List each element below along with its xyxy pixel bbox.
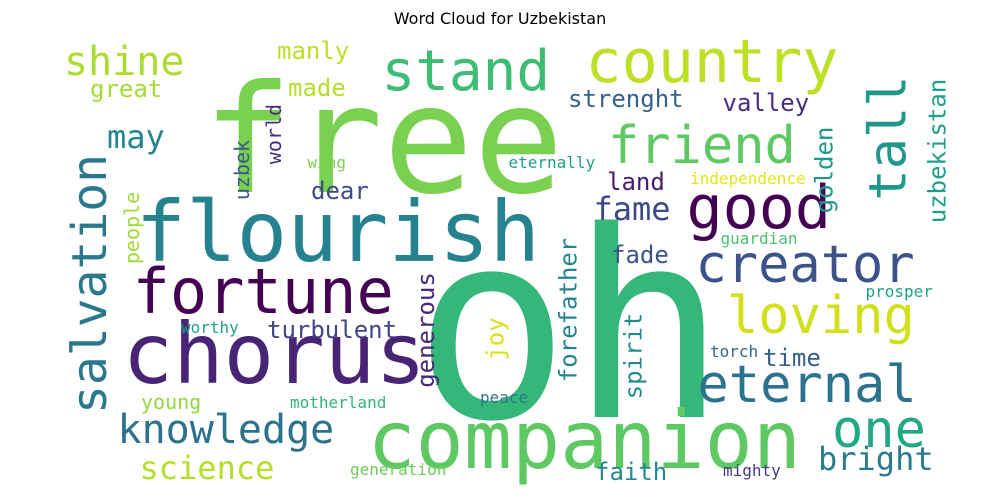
word-made: made xyxy=(288,74,346,102)
word-forefather: forefather xyxy=(553,237,582,383)
word-stand: stand xyxy=(381,39,551,104)
word-faith: faith xyxy=(595,458,668,486)
word-manly: manly xyxy=(277,37,350,65)
word-time: time xyxy=(763,344,821,372)
word-loving: loving xyxy=(727,286,915,346)
word-great: great xyxy=(90,75,163,103)
word-tall: tall xyxy=(858,75,919,201)
word-dear: dear xyxy=(311,177,369,205)
word-companion: companion xyxy=(367,394,801,487)
word-people: people xyxy=(120,191,145,265)
word-world: world xyxy=(262,103,287,165)
word-prosper: prosper xyxy=(865,282,933,301)
word-torch: torch xyxy=(710,342,759,361)
word-joy: joy xyxy=(481,317,510,361)
word-generous: generous xyxy=(411,272,440,388)
word-fortune: fortune xyxy=(132,255,394,328)
word-uzbek: uzbek xyxy=(230,139,255,201)
word-chorus: chorus xyxy=(122,305,426,403)
word-golden: golden xyxy=(809,126,838,214)
word-generation: generation xyxy=(350,460,447,479)
word-science: science xyxy=(139,449,275,487)
word-one: one xyxy=(832,400,926,460)
word-land: land xyxy=(607,168,665,196)
word-country: country xyxy=(585,36,839,97)
word-fade: fade xyxy=(611,241,669,269)
word-independence: independence xyxy=(690,169,806,188)
word-mighty: mighty xyxy=(723,461,781,480)
word-eternally: eternally xyxy=(508,153,596,172)
word-free: free xyxy=(202,54,564,228)
word-creator: creator xyxy=(695,235,915,295)
word-bright: bright xyxy=(818,440,934,478)
word-wing: wing xyxy=(307,153,347,172)
word-salvation: salvation xyxy=(62,153,119,415)
word-may: may xyxy=(107,118,165,156)
word-worthy: worthy xyxy=(181,318,239,337)
word-motherland: motherland xyxy=(290,393,387,412)
word-flourish: flourish xyxy=(135,183,541,281)
word-friend: friend xyxy=(608,116,796,176)
word-guardian: guardian xyxy=(720,229,798,248)
word-fame: fame xyxy=(593,190,671,228)
word-valley: valley xyxy=(722,89,810,117)
word-eternal: eternal xyxy=(697,355,917,415)
word-shine: shine xyxy=(64,39,185,85)
word-young: young xyxy=(141,390,202,414)
word-peace: peace xyxy=(480,388,529,407)
word-uzbekistan: uzbekistan xyxy=(922,78,951,224)
word-good: good xyxy=(686,173,832,243)
word-oh: oh xyxy=(413,177,727,479)
word-strenght: strenght xyxy=(568,85,684,113)
word-turbulent: turbulent xyxy=(267,316,398,344)
word-cloud: oh free flourish chorus companion fortune coun… xyxy=(48,36,956,490)
word-knowledge: knowledge xyxy=(117,407,335,453)
word-spirit: spirit xyxy=(618,312,647,400)
chart-title: Word Cloud for Uzbekistan xyxy=(393,9,607,28)
